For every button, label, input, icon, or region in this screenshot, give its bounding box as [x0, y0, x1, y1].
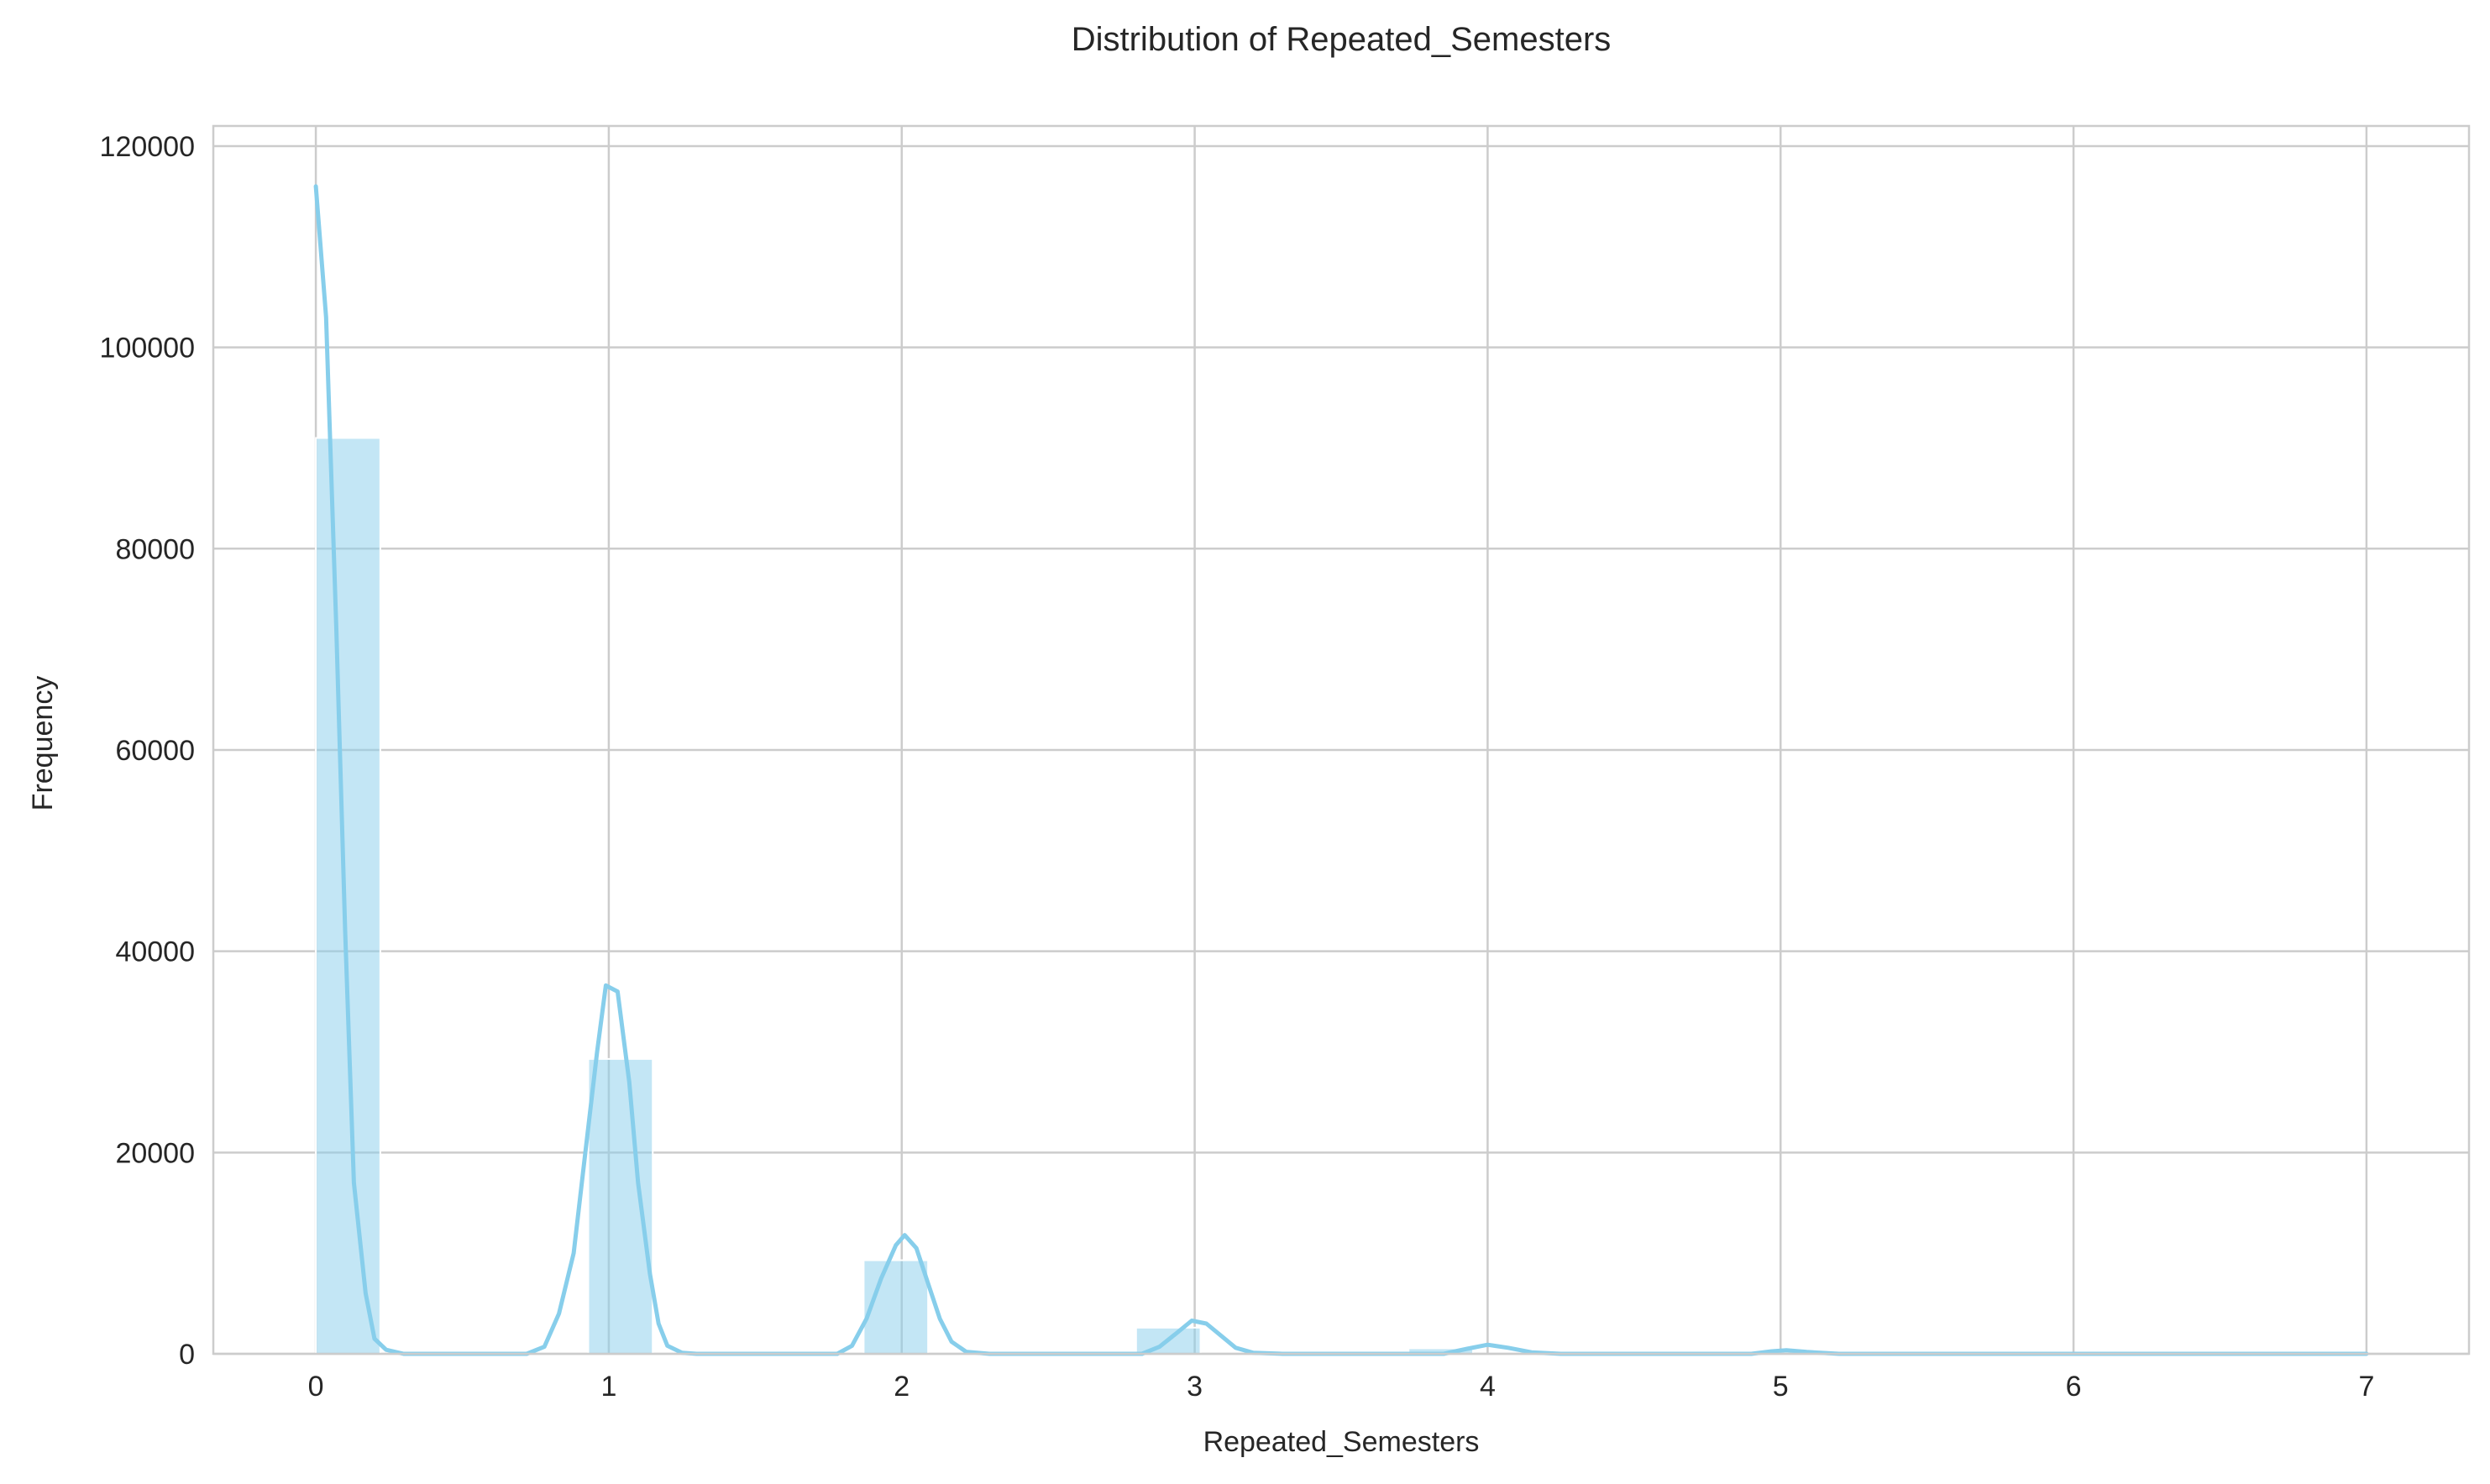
x-tick-label: 6 — [2066, 1371, 2082, 1403]
x-tick-label: 5 — [1773, 1371, 1789, 1403]
x-tick-label: 0 — [308, 1371, 324, 1403]
x-tick-label: 7 — [2358, 1371, 2374, 1403]
y-tick-label: 120000 — [100, 131, 195, 163]
chart-title: Distribution of Repeated_Semesters — [1072, 21, 1612, 58]
y-tick-label: 0 — [179, 1339, 195, 1371]
y-tick-label: 80000 — [115, 533, 195, 565]
x-tick-label: 1 — [600, 1371, 616, 1403]
x-axis-label: Repeated_Semesters — [1203, 1426, 1480, 1458]
histogram-bar — [863, 1261, 928, 1354]
y-axis-label: Frequency — [27, 676, 59, 811]
y-tick-label: 100000 — [100, 333, 195, 364]
x-tick-label: 3 — [1187, 1371, 1203, 1403]
y-tick-label: 20000 — [115, 1137, 195, 1169]
x-tick-label: 4 — [1480, 1371, 1496, 1403]
y-tick-label: 40000 — [115, 936, 195, 968]
y-tick-label: 60000 — [115, 735, 195, 767]
histogram-bar — [316, 438, 380, 1354]
x-tick-label: 2 — [894, 1371, 910, 1403]
